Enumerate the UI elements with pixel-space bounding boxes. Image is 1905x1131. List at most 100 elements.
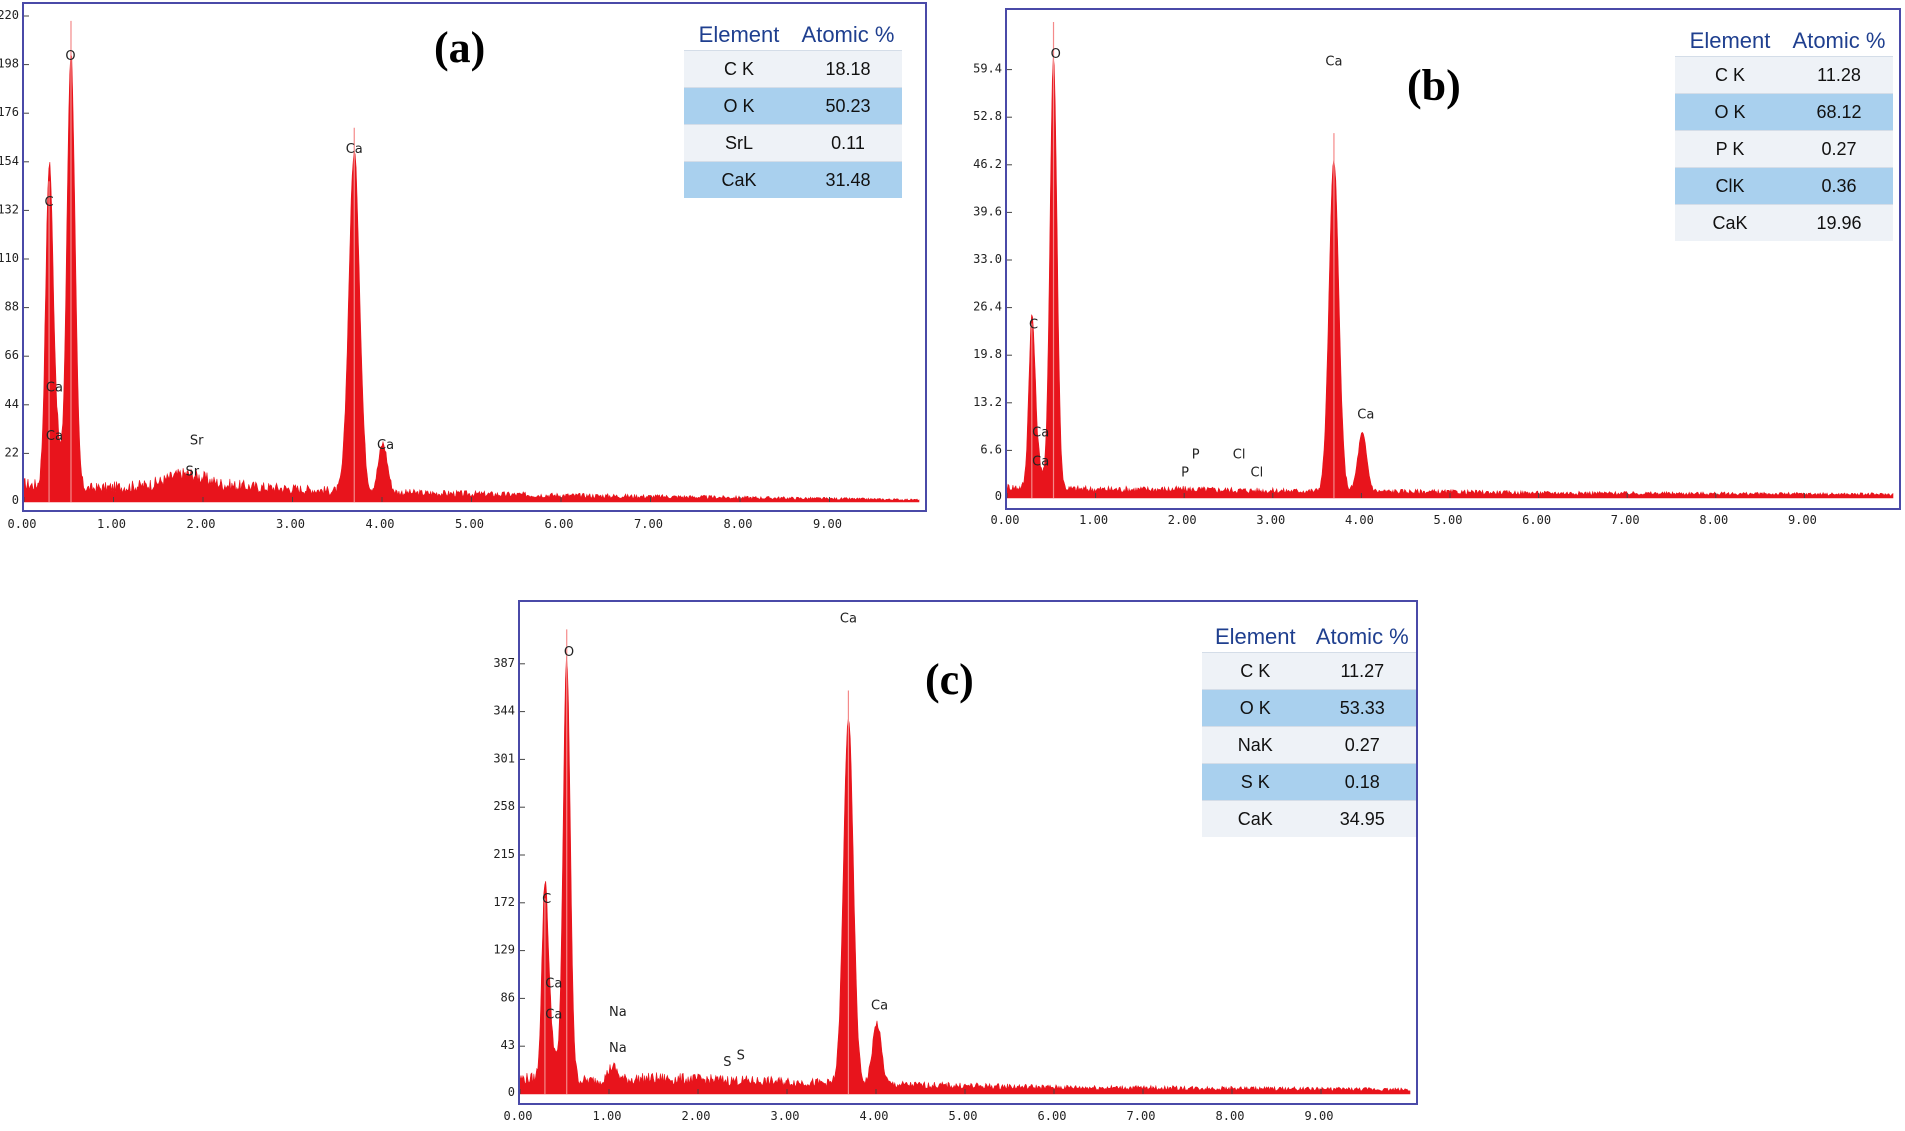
x-tick-label: 9.00 (813, 517, 842, 531)
y-tick-label: 6.6 (980, 442, 1002, 456)
x-tick-label: 8.00 (724, 517, 753, 531)
peak-label: Ca (377, 438, 394, 453)
y-tick-label: 110 (0, 251, 19, 265)
x-tick-label: 7.00 (634, 517, 663, 531)
y-tick-label: 215 (493, 847, 515, 861)
y-tick-label: 172 (493, 895, 515, 909)
table-header: Element (1689, 28, 1771, 53)
x-tick-label: 4.00 (366, 517, 395, 531)
y-tick-label: 19.8 (973, 347, 1002, 361)
y-tick-label: 52.8 (973, 109, 1002, 123)
y-tick-label: 43 (501, 1038, 515, 1052)
x-tick-label: 0.00 (991, 513, 1020, 527)
table-row: C K 11.28 (1675, 56, 1893, 94)
element-cell: S K (1202, 763, 1309, 801)
peak-label: Sr (185, 464, 199, 479)
element-cell: ClK (1675, 167, 1785, 205)
table-row: O K 50.23 (684, 87, 902, 125)
y-tick-label: 46.2 (973, 157, 1002, 171)
y-tick-label: 258 (493, 799, 515, 813)
peak-label: C (542, 892, 551, 907)
element-cell: CaK (1202, 800, 1309, 837)
spectrum-chart-c: C O Ca Ca Na Na S S Ca Ca (520, 612, 1411, 1095)
x-tick-label: 9.00 (1788, 513, 1817, 527)
element-table: Element Atomic % C K 18.18 O K 50.23 SrL 0.11 Ca… (684, 22, 902, 198)
x-tick-label: 3.00 (771, 1109, 800, 1123)
atomic-percent-cell: 0.27 (1308, 726, 1416, 764)
atomic-percent-cell: 68.12 (1785, 93, 1893, 131)
y-tick-label: 88 (5, 300, 19, 314)
x-tick-label: 2.00 (682, 1109, 711, 1123)
x-tick-label: 5.00 (455, 517, 484, 531)
atomic-percent-cell: 31.48 (794, 161, 902, 198)
y-tick-label: 198 (0, 57, 19, 71)
peak-label: Ca (346, 142, 363, 157)
atomic-percent-cell: 50.23 (794, 87, 902, 125)
y-tick-label: 344 (493, 704, 515, 718)
atomic-percent-cell: 11.27 (1308, 652, 1416, 690)
table-header: Atomic % (801, 22, 895, 47)
x-tick-label: 3.00 (1256, 513, 1285, 527)
table-row: C K 11.27 (1202, 652, 1416, 690)
x-tick-label: 0.00 (504, 1109, 533, 1123)
peak-label: Ca (1357, 408, 1374, 423)
atomic-percent-cell: 0.18 (1308, 763, 1416, 801)
panel-label: (b) (1407, 61, 1461, 110)
peak-label: Ca (545, 976, 562, 991)
y-tick-label: 26.4 (973, 300, 1002, 314)
y-tick-label: 39.6 (973, 204, 1002, 218)
peak-label: Ca (545, 1007, 562, 1022)
peak-label: Ca (1032, 455, 1049, 470)
spectrum-chart-a: C O Ca Ca Sr Sr Ca Ca (24, 15, 920, 503)
spectrum-trace (520, 656, 1411, 1095)
atomic-percent-cell: 53.33 (1308, 689, 1416, 727)
y-tick-label: 66 (5, 348, 19, 362)
x-tick-label: 2.00 (187, 517, 216, 531)
y-tick-label: 132 (0, 202, 19, 216)
table-header: Atomic % (1792, 28, 1886, 53)
element-table: Element Atomic % C K 11.27 O K 53.33 NaK 0.27 S … (1202, 624, 1416, 837)
x-tick-label: 8.00 (1216, 1109, 1245, 1123)
peak-label: S (723, 1055, 731, 1070)
element-table: Element Atomic % C K 11.28 O K 68.12 P K 0.27 Cl… (1675, 28, 1893, 241)
x-tick-label: 3.00 (276, 517, 305, 531)
element-cell: CaK (1675, 204, 1785, 241)
peak-label: C (45, 195, 54, 210)
element-cell: CaK (684, 161, 794, 198)
x-tick-label: 6.00 (1038, 1109, 1067, 1123)
atomic-percent-cell: 18.18 (794, 50, 902, 88)
x-tick-label: 1.00 (593, 1109, 622, 1123)
peak-label: Ca (840, 612, 857, 627)
y-tick-label: 86 (501, 990, 515, 1004)
y-tick-label: 22 (5, 445, 19, 459)
x-tick-label: 6.00 (545, 517, 574, 531)
peak-label: Cl (1251, 465, 1264, 480)
peak-label: P (1181, 465, 1189, 480)
peak-label: Ca (1325, 54, 1342, 69)
y-tick-label: 301 (493, 751, 515, 765)
peak-label: O (1051, 47, 1061, 62)
x-tick-label: 5.00 (949, 1109, 978, 1123)
table-row: CaK 19.96 (1675, 204, 1893, 241)
table-row: C K 18.18 (684, 50, 902, 88)
y-tick-label: 44 (5, 397, 19, 411)
y-tick-label-zero: 0 (508, 1085, 515, 1099)
y-tick-label: 59.4 (973, 62, 1002, 76)
table-row: CaK 34.95 (1202, 800, 1416, 837)
y-tick-label: 13.2 (973, 395, 1002, 409)
peak-label: Cl (1233, 447, 1246, 462)
x-tick-label: 0.00 (8, 517, 37, 531)
table-row: S K 0.18 (1202, 763, 1416, 801)
element-cell: O K (1675, 93, 1785, 131)
table-row: P K 0.27 (1675, 130, 1893, 168)
table-header: Element (698, 22, 780, 47)
y-tick-label-zero: 0 (995, 489, 1002, 503)
table-row: O K 53.33 (1202, 689, 1416, 727)
element-cell: SrL (684, 124, 794, 162)
y-tick-label: 33.0 (973, 252, 1002, 266)
x-tick-label: 1.00 (97, 517, 126, 531)
table-header: Element (1214, 624, 1296, 649)
element-cell: P K (1675, 130, 1785, 168)
